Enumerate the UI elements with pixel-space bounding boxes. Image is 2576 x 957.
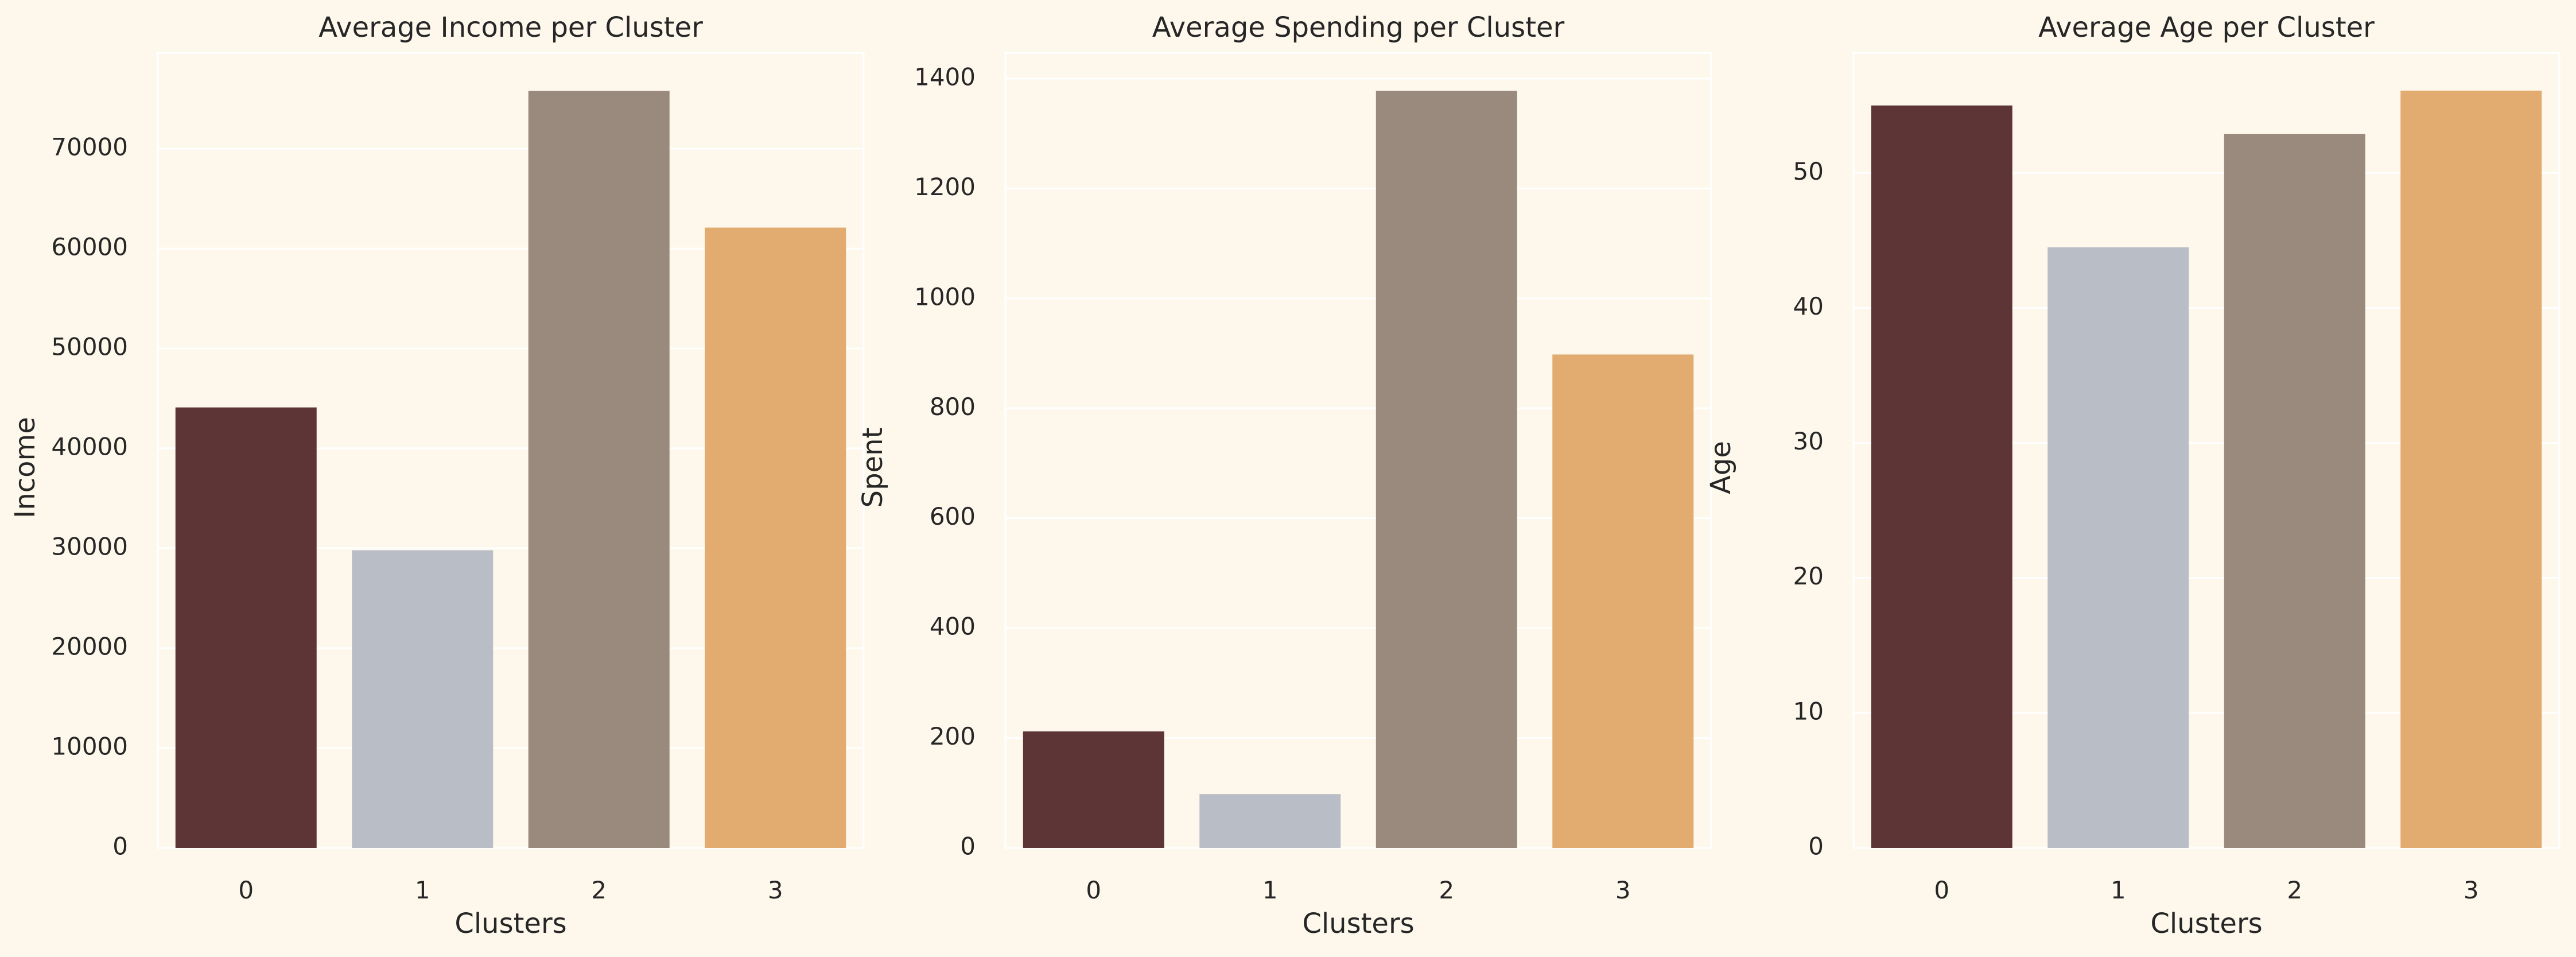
y-tick-label: 20	[1793, 562, 1824, 590]
x-tick-label: 1	[415, 876, 430, 904]
chart-spending: 0 200 400 600 800 1000 1200 1400 0 1 2 3 Average Spe…	[857, 11, 1712, 940]
chart-title: Average Spending per Cluster	[1152, 11, 1565, 44]
chart-age: 0 10 20 30 40 50 0 1 2 3 Average Age per Cluster Cl…	[1705, 11, 2561, 940]
bar-cluster-2	[528, 91, 670, 848]
chart-title: Average Age per Cluster	[2038, 11, 2375, 44]
y-tick-label: 70000	[51, 133, 128, 161]
y-tick-label: 40000	[51, 433, 128, 461]
bar-cluster-1	[352, 550, 494, 848]
bar-cluster-0	[1871, 105, 2012, 848]
bar-cluster-1	[2047, 247, 2189, 848]
bar-cluster-3	[2400, 90, 2542, 848]
x-tick-label: 1	[2111, 876, 2126, 904]
bar-cluster-3	[705, 227, 846, 848]
y-tick-label: 0	[960, 832, 976, 861]
bar-cluster-2	[1376, 91, 1517, 848]
y-axis-label: Income	[9, 417, 41, 518]
bar-cluster-2	[2224, 134, 2365, 848]
y-tick-label: 1200	[914, 173, 976, 201]
y-tick-label: 0	[112, 832, 128, 861]
x-tick-label: 3	[1615, 876, 1631, 904]
y-tick-label: 600	[930, 502, 976, 530]
x-axis-label: Clusters	[2150, 908, 2262, 940]
bar-cluster-0	[1023, 731, 1164, 848]
y-tick-label: 10	[1793, 697, 1824, 725]
bar-cluster-1	[1199, 794, 1341, 848]
y-axis-label: Age	[1705, 441, 1737, 494]
bar-cluster-3	[1552, 354, 1694, 848]
x-axis-label: Clusters	[1302, 908, 1414, 940]
x-tick-label: 1	[1262, 876, 1278, 904]
y-tick-label: 10000	[51, 733, 128, 761]
y-tick-label: 60000	[51, 233, 128, 261]
y-tick-label: 50000	[51, 333, 128, 361]
x-tick-label: 2	[1439, 876, 1454, 904]
y-tick-label: 1000	[914, 282, 976, 311]
y-axis-label: Spent	[857, 428, 889, 508]
y-tick-label: 400	[930, 613, 976, 641]
y-tick-label: 0	[1808, 832, 1824, 861]
x-tick-label: 3	[768, 876, 783, 904]
y-tick-label: 800	[930, 393, 976, 421]
x-tick-label: 2	[2287, 876, 2302, 904]
x-tick-label: 2	[591, 876, 607, 904]
chart-title: Average Income per Cluster	[318, 11, 703, 44]
bar-cluster-0	[175, 407, 317, 848]
y-tick-label: 50	[1793, 157, 1824, 185]
x-tick-label: 0	[1934, 876, 1949, 904]
y-tick-label: 30000	[51, 533, 128, 561]
y-tick-label: 20000	[51, 633, 128, 661]
x-tick-label: 3	[2464, 876, 2479, 904]
y-tick-label: 40	[1793, 292, 1824, 320]
chart-income: 0 10000 20000 30000 40000 50000 60000 70000 0 1 2 3…	[9, 11, 865, 940]
x-tick-label: 0	[238, 876, 254, 904]
y-tick-label: 200	[930, 722, 976, 750]
y-tick-label: 30	[1793, 427, 1824, 455]
x-axis-label: Clusters	[454, 908, 566, 940]
x-tick-label: 0	[1086, 876, 1101, 904]
y-tick-label: 1400	[914, 63, 976, 91]
